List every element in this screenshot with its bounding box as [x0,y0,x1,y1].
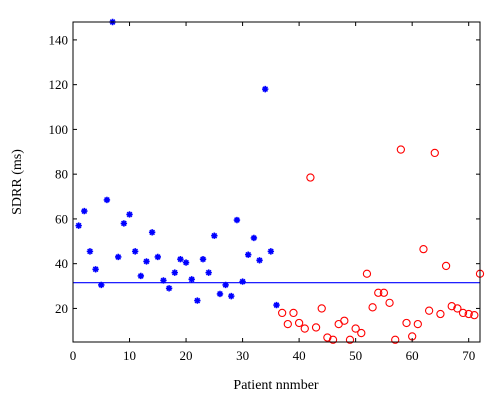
data-point-circle [278,308,287,318]
data-point-star [233,216,241,224]
data-point-circle [300,324,309,333]
data-point-circle [470,310,479,320]
data-point-star [92,266,99,273]
data-point-star [211,232,218,239]
data-point-circle [379,288,389,297]
data-point-circle [464,309,473,319]
data-point-circle [419,244,428,254]
data-point-circle [396,145,406,154]
data-point-star [148,229,156,236]
data-point-circle [368,303,377,312]
x-tick-label: 30 [236,348,249,363]
y-tick-label: 40 [55,256,68,271]
data-point-star [250,234,258,242]
y-axis-label: SDRR (ms) [10,149,25,215]
data-point-circle [328,335,338,344]
data-point-star [81,207,88,215]
data-point-circle [362,269,372,278]
data-point-circle [345,335,355,344]
data-point-circle [453,304,462,313]
x-tick-label: 0 [70,348,77,363]
y-tick-label: 20 [55,301,68,316]
data-point-star [182,259,190,266]
data-point-circle [311,323,321,332]
y-tick-label: 140 [49,32,69,47]
x-tick-label: 60 [406,348,419,363]
data-point-star [131,248,139,255]
data-point-star [256,257,263,264]
data-point-star [75,222,82,229]
data-point-star [239,278,246,285]
data-point-circle [323,333,332,342]
data-point-star [177,256,184,263]
data-point-star [154,253,161,261]
data-point-circle [289,308,298,318]
data-point-star [98,281,105,289]
data-point-circle [283,319,292,329]
data-point-circle [306,173,315,182]
data-point-circle [357,328,366,338]
y-tick-label: 60 [55,211,68,226]
data-point-star [160,277,167,284]
data-point-circle [374,288,383,297]
data-point-circle [385,298,394,307]
data-point-circle [424,306,434,315]
x-tick-label: 50 [349,348,362,363]
data-point-circle [458,308,468,318]
plot-frame [72,21,481,343]
data-point-star [245,251,252,258]
data-point-circle [447,302,456,311]
data-point-star [143,258,150,265]
x-tick-label: 70 [462,348,475,363]
data-point-circle [441,261,451,271]
data-point-star [103,196,111,204]
x-tick-label: 40 [293,348,306,363]
data-points-layer [75,18,485,344]
data-point-star [171,269,178,276]
plot-background [73,22,480,342]
x-tick-label: 20 [180,348,193,363]
y-tick-label: 80 [55,167,68,182]
data-point-star [165,285,173,292]
data-point-star [267,248,275,255]
ticks-layer: 0 10 20 30 40 50 60 70 20 40 60 80 100 120 140 [49,22,480,363]
data-point-star [115,253,122,261]
data-point-star [228,292,235,300]
data-point-circle [436,309,445,319]
y-tick-label: 100 [49,122,69,137]
data-point-circle [351,324,360,333]
data-point-circle [340,316,349,325]
data-point-star [120,220,128,227]
data-point-star [273,301,280,309]
x-tick-label: 10 [123,348,136,363]
data-point-star [86,248,94,255]
x-axis-label: Patient nnmber [233,378,318,393]
data-point-star [216,290,224,298]
data-point-star [126,211,133,218]
data-point-circle [317,304,326,313]
data-point-star [188,276,195,283]
data-point-star [194,297,201,304]
data-point-circle [402,318,411,328]
data-point-star [205,269,212,276]
data-point-star [261,85,269,93]
data-point-circle [294,318,304,328]
data-point-star [199,256,207,263]
data-point-star [137,272,145,280]
data-point-circle [430,148,439,158]
data-point-star [222,281,229,289]
data-point-circle [413,319,422,329]
data-point-circle [391,335,400,344]
y-tick-label: 120 [49,77,69,92]
